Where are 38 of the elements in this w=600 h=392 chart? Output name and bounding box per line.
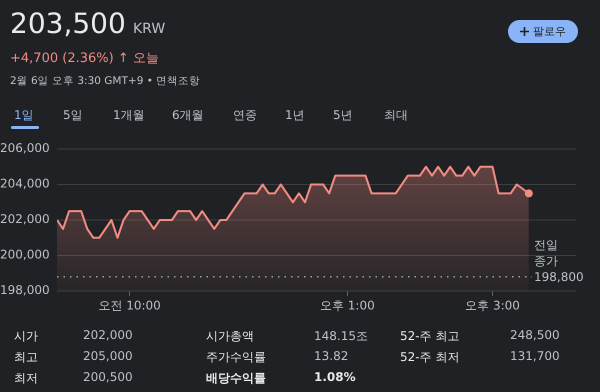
text: 202,000 <box>83 328 133 342</box>
text: 248,500 <box>510 328 560 342</box>
text: 131,700 <box>510 349 560 363</box>
text: 주가수익률 <box>206 349 266 366</box>
text: 최대 <box>384 107 408 124</box>
y-tick-label: 200,000 <box>0 248 50 262</box>
text: 연중 <box>233 107 257 124</box>
text: 1개월 <box>113 107 145 124</box>
text: KRW <box>133 21 166 37</box>
text: 5일 <box>63 107 83 124</box>
text: 148.15조 <box>314 328 368 345</box>
y-tick-label: 198,000 <box>0 283 50 298</box>
text: 1년 <box>285 107 305 124</box>
text: 배당수익률 <box>206 370 266 387</box>
text: 52-주 최저 <box>400 349 460 366</box>
text: 5년 <box>333 107 353 124</box>
text: 6개월 <box>172 107 204 124</box>
text: 팔로우 <box>533 24 566 39</box>
text: 시가총액 <box>206 328 254 345</box>
y-tick-label: 206,000 <box>0 141 50 156</box>
text: 200,500 <box>83 370 133 384</box>
text: 최고 <box>14 349 38 366</box>
text: 13.82 <box>314 349 348 363</box>
text: 2월 6일 오후 3:30 GMT+9 • 면책조항 <box>10 74 200 88</box>
x-tick-label: 오후 1:00 <box>320 298 375 312</box>
y-tick-label: 202,000 <box>0 212 50 226</box>
ref-line-label: 전일 종가 198,800 <box>534 238 584 284</box>
x-tick-label: 오전 10:00 <box>98 298 161 312</box>
text: +4,700 (2.36%) ↑ 오늘 <box>10 50 159 67</box>
text: 최저 <box>14 370 38 387</box>
text: 시가 <box>14 328 38 345</box>
text: 205,000 <box>83 349 133 363</box>
text: 52-주 최고 <box>400 328 460 345</box>
x-tick-label: 오후 3:00 <box>465 298 520 312</box>
text: 1.08% <box>314 370 356 384</box>
chart-title: 203,500 <box>10 7 126 40</box>
text: 1일 <box>14 107 34 124</box>
y-tick-label: 204,000 <box>0 176 50 191</box>
